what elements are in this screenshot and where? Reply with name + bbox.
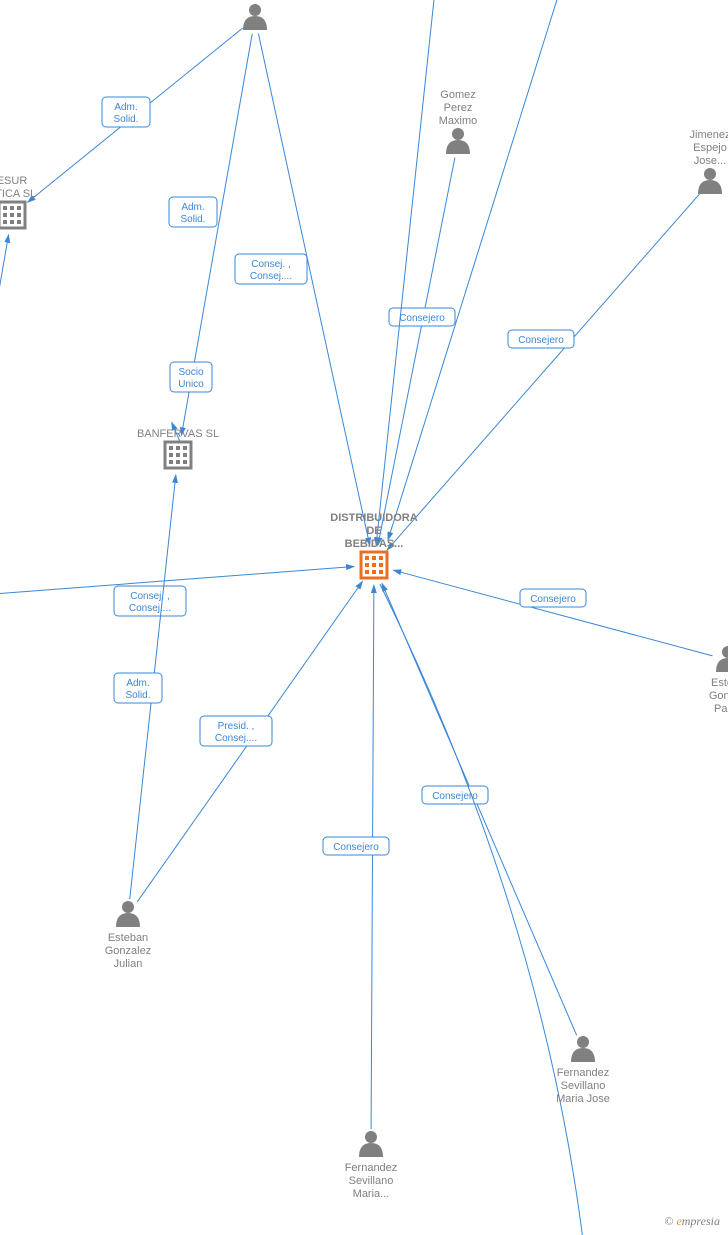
edge xyxy=(376,0,435,545)
edge-label-text: Consej.... xyxy=(250,271,292,282)
edge-label-text: Consej.... xyxy=(215,733,257,744)
node-label: Esteban xyxy=(108,932,148,944)
edge-label-text: Adm. xyxy=(114,102,137,113)
edge-label-text: Consej. , xyxy=(251,259,290,270)
node-label: Pal xyxy=(714,703,728,715)
edge-label-text: Presid. , xyxy=(218,721,255,732)
node-label: ESUR xyxy=(0,175,27,187)
node-label: Maximo xyxy=(439,115,478,127)
node-label: Perez xyxy=(444,102,473,114)
building-icon[interactable] xyxy=(0,202,25,228)
edge-label-text: Solid. xyxy=(180,214,205,225)
edge-label-text: Consejero xyxy=(518,335,564,346)
node-label: Jose... xyxy=(694,155,726,167)
edge-label-text: Adm. xyxy=(126,678,149,689)
edge xyxy=(371,585,374,1129)
building-icon[interactable] xyxy=(361,552,387,578)
person-icon[interactable] xyxy=(716,646,728,672)
node-label: Jimenez xyxy=(690,129,728,141)
node-label: Gomez xyxy=(440,89,475,101)
edge-label-text: Consej. , xyxy=(130,591,169,602)
person-icon[interactable] xyxy=(571,1036,595,1062)
person-icon[interactable] xyxy=(698,168,722,194)
footer-copyright: © empresia xyxy=(664,1214,720,1229)
node-label: Fernandez xyxy=(557,1067,610,1079)
copyright-symbol: © xyxy=(664,1214,673,1228)
edge-label-text: Socio xyxy=(178,367,203,378)
node-label: Maria Jose xyxy=(556,1093,610,1105)
edge-label-text: Adm. xyxy=(181,202,204,213)
edge xyxy=(382,583,577,1035)
node-label: Maria... xyxy=(353,1188,390,1200)
node-label: Gonz xyxy=(709,690,728,702)
person-icon[interactable] xyxy=(116,901,140,927)
person-icon[interactable] xyxy=(446,128,470,154)
edge-label-text: Consej.... xyxy=(129,603,171,614)
edge-label-text: Consejero xyxy=(399,313,445,324)
node-label: Este xyxy=(711,677,728,689)
node-label: Julian xyxy=(114,958,143,970)
person-icon[interactable] xyxy=(243,4,267,30)
node-label: STICA SL xyxy=(0,188,36,200)
node-label: BANFERVAS SL xyxy=(137,428,219,440)
node-label: Gonzalez xyxy=(105,945,151,957)
edge-label-text: Consejero xyxy=(432,791,478,802)
edge-label-text: Consejero xyxy=(333,842,379,853)
building-icon[interactable] xyxy=(165,442,191,468)
node-label: DISTRIBUIDORA xyxy=(330,512,417,524)
edge xyxy=(388,0,560,540)
edge xyxy=(378,158,455,546)
brand-rest: mpresia xyxy=(682,1214,720,1228)
edge-label-text: Solid. xyxy=(125,690,150,701)
network-graph: Adm.Solid.Adm.Solid.Consej. ,Consej....C… xyxy=(0,0,728,1235)
edge xyxy=(0,235,9,400)
node-label: BEBIDAS... xyxy=(345,538,404,550)
edge xyxy=(393,570,712,656)
node-label: Sevillano xyxy=(349,1175,394,1187)
person-icon[interactable] xyxy=(359,1131,383,1157)
edge xyxy=(380,584,583,1235)
edge-label-text: Consejero xyxy=(530,594,576,605)
node-label: Espejo xyxy=(693,142,727,154)
edge xyxy=(387,194,699,550)
node-label: Sevillano xyxy=(561,1080,606,1092)
node-label: DE xyxy=(366,525,381,537)
edge-label-text: Unico xyxy=(178,379,204,390)
edge-label-text: Solid. xyxy=(113,114,138,125)
edge xyxy=(258,34,369,546)
node-label: Fernandez xyxy=(345,1162,398,1174)
